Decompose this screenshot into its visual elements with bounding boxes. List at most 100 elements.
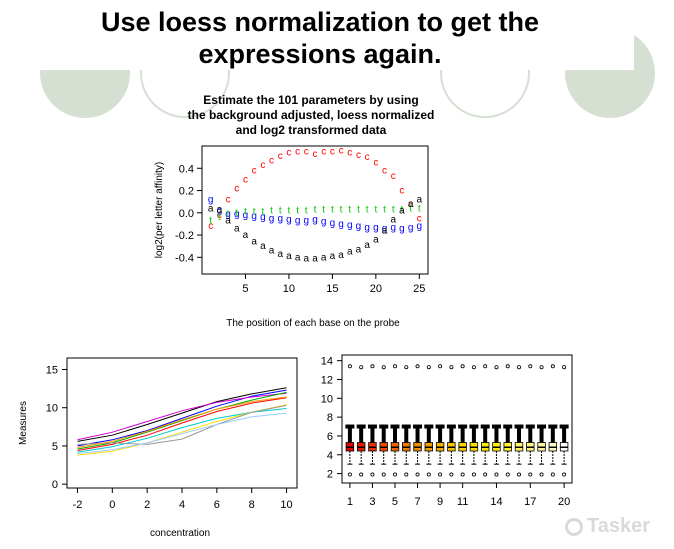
parameters-point-t: t xyxy=(270,206,273,217)
parameters-point-t: t xyxy=(296,206,299,217)
boxplot-outlier-high xyxy=(359,365,364,370)
parameters-point-c: c xyxy=(417,213,422,224)
boxplot-outlier-cluster xyxy=(367,424,377,429)
parameters-point-c: c xyxy=(304,147,309,158)
boxplot-outlier-cluster xyxy=(435,424,445,429)
parameters-point-a: a xyxy=(208,203,214,214)
measures-series-s3 xyxy=(77,392,287,441)
gear-icon xyxy=(565,517,583,536)
parameters-point-c: c xyxy=(365,152,370,163)
parameters-point-a: a xyxy=(243,230,249,241)
parameters-point-t: t xyxy=(418,203,421,214)
boxplot-outlier-low xyxy=(550,472,555,477)
boxplot-outlier-low xyxy=(494,472,499,477)
watermark: Tasker xyxy=(565,515,650,538)
boxplot-ytick-label: 14 xyxy=(321,356,333,368)
parameters-point-g: g xyxy=(312,214,318,225)
parameters-point-g: g xyxy=(208,194,214,205)
parameters-xtick-label: 20 xyxy=(370,283,382,295)
parameters-point-g: g xyxy=(382,223,388,234)
boxplot-outlier-cluster xyxy=(525,424,535,429)
boxplot-outlier-cluster xyxy=(480,424,490,429)
parameters-point-g: g xyxy=(399,223,405,234)
parameters-point-t: t xyxy=(401,204,404,215)
boxplot-outlier-cluster xyxy=(503,424,513,429)
watermark-text: Tasker xyxy=(587,515,651,537)
parameters-point-t: t xyxy=(261,207,264,218)
boxplot-xtick-label: 17 xyxy=(524,496,536,508)
boxplot-outlier-low xyxy=(539,472,544,477)
boxplot-outlier-cluster xyxy=(514,424,524,429)
parameters-point-t: t xyxy=(209,216,212,227)
boxplot-outlier-cluster xyxy=(413,424,423,429)
parameters-point-c: c xyxy=(330,147,335,158)
boxplot-ytick-label: 2 xyxy=(327,469,333,481)
parameters-point-a: a xyxy=(304,253,310,264)
measures-xtick-label: 4 xyxy=(179,499,185,511)
boxplot-outlier-low xyxy=(404,472,409,477)
parameters-ytick-label: 0.4 xyxy=(179,163,194,175)
boxplot-outlier-low xyxy=(517,472,522,477)
parameters-point-t: t xyxy=(218,212,221,223)
parameters-point-a: a xyxy=(225,216,231,227)
parameters-point-c: c xyxy=(234,183,239,194)
parameters-point-a: a xyxy=(330,251,336,262)
boxplot-outlier-cluster xyxy=(491,424,501,429)
boxplot-outlier-high xyxy=(370,364,375,369)
boxplot-outlier-cluster xyxy=(390,424,400,429)
parameters-point-t: t xyxy=(305,206,308,217)
parameters-point-a: a xyxy=(347,247,353,258)
measures-series-s8 xyxy=(77,404,287,445)
parameters-point-t: t xyxy=(227,209,230,220)
parameters-point-a: a xyxy=(417,194,423,205)
parameters-title-line1: Estimate the 101 parameters by using xyxy=(203,93,418,107)
parameters-point-a: a xyxy=(234,223,240,234)
parameters-point-c: c xyxy=(382,165,387,176)
parameters-point-a: a xyxy=(399,206,405,217)
boxplot-outlier-high xyxy=(562,365,567,370)
slide-title-line2: expressions again. xyxy=(198,39,442,69)
boxplot-xtick-label: 1 xyxy=(347,496,353,508)
parameters-point-a: a xyxy=(338,250,344,261)
parameters-point-g: g xyxy=(269,213,275,224)
parameters-point-c: c xyxy=(408,199,413,210)
boxplot-outlier-low xyxy=(562,472,567,477)
parameters-point-a: a xyxy=(277,249,283,260)
boxplot-plot-frame xyxy=(341,354,573,484)
boxplot-xtick-label: 20 xyxy=(558,496,570,508)
boxplot-outlier-high xyxy=(460,364,465,369)
boxplot-outlier-cluster xyxy=(379,424,389,429)
boxplot-outlier-low xyxy=(370,472,375,477)
boxplot-outlier-low xyxy=(471,472,476,477)
parameters-point-t: t xyxy=(340,204,343,215)
parameters-ytick-label: 0.0 xyxy=(179,208,194,220)
parameters-plot-frame xyxy=(201,145,429,275)
boxplot-outlier-cluster xyxy=(548,424,558,429)
parameters-point-a: a xyxy=(217,204,223,215)
measures-series-s1 xyxy=(77,387,287,442)
measures-ytick-label: 15 xyxy=(46,364,58,376)
boxplot-outlier-high xyxy=(550,364,555,369)
boxplot-outlier-cluster xyxy=(424,424,434,429)
boxplot-xtick-label: 5 xyxy=(392,496,398,508)
parameters-point-t: t xyxy=(409,203,412,214)
parameters-point-c: c xyxy=(243,174,248,185)
parameters-point-g: g xyxy=(260,212,266,223)
parameters-point-a: a xyxy=(408,199,414,210)
boxplot-outlier-high xyxy=(517,365,522,370)
boxplot-outlier-low xyxy=(460,472,465,477)
parameters-point-c: c xyxy=(286,148,291,159)
measures-ytick-label: 5 xyxy=(52,441,58,453)
parameters-point-a: a xyxy=(295,252,301,263)
parameters-point-c: c xyxy=(269,155,274,166)
parameters-point-t: t xyxy=(348,204,351,215)
measures-series-s2 xyxy=(77,389,287,447)
measures-ylabel: Measures xyxy=(18,401,29,445)
parameters-point-a: a xyxy=(251,237,257,248)
boxplot-outlier-low xyxy=(505,472,510,477)
measures-series-s6 xyxy=(77,408,287,453)
boxplot-xtick-label: 11 xyxy=(457,496,468,508)
parameters-point-c: c xyxy=(339,145,344,156)
boxplot-outlier-high xyxy=(426,365,431,370)
parameters-point-a: a xyxy=(373,234,379,245)
